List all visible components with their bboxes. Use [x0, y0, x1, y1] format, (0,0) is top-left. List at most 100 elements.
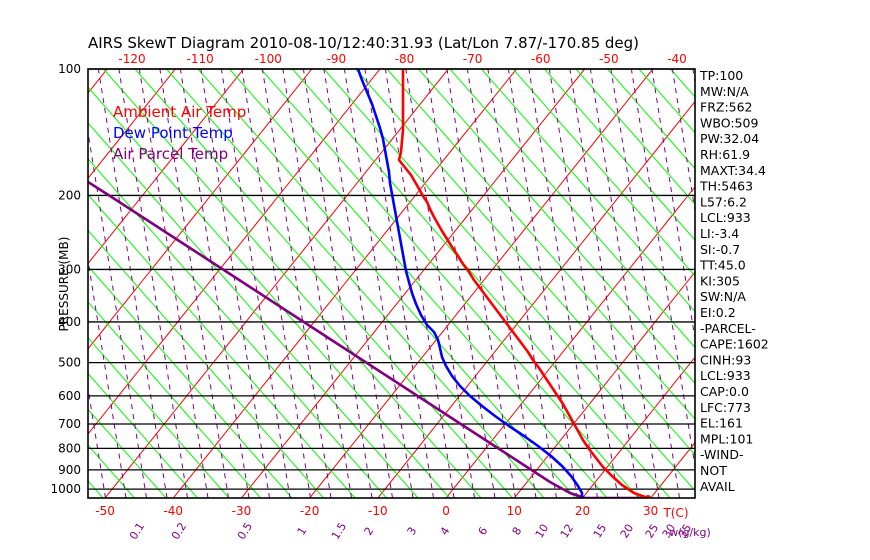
pressure-tick-400: 400 — [58, 315, 81, 329]
mixing-ratio-line — [446, 69, 516, 498]
pressure-tick-800: 800 — [58, 441, 81, 455]
panel-item-23: MPL:101 — [700, 431, 753, 446]
mixing-ratio-line — [302, 69, 373, 498]
mixing-ratio-tick-12: 12 — [558, 522, 576, 541]
bottom-temp-tick-0: 0 — [442, 504, 450, 518]
panel-item-1: MW:N/A — [700, 84, 749, 99]
top-temp-tick--110: -110 — [187, 52, 214, 66]
mixing-ratio-line — [88, 385, 106, 498]
mixing-ratio-line — [507, 69, 578, 498]
bottom-temperature-labels: -50 -40 -30 -20 -10 0 10 20 30 — [95, 504, 658, 518]
panel-item-3: WBO:509 — [700, 115, 758, 130]
mixing-ratio-tick-20: 20 — [618, 522, 636, 541]
panel-item-7: TH:5463 — [699, 179, 753, 194]
mixing-ratio-lines — [88, 69, 695, 498]
legend-ambient-air-temp: Ambient Air Temp — [113, 103, 246, 121]
pressure-tick-900: 900 — [58, 463, 81, 477]
panel-item-11: SI:-0.7 — [700, 242, 740, 257]
dry-adiabat — [88, 69, 313, 350]
moist-adiabat — [88, 158, 387, 498]
dry-adiabat — [88, 69, 244, 265]
top-temp-tick--100: -100 — [255, 52, 282, 66]
mixing-ratio-tick-35: 35 — [676, 522, 694, 541]
mixing-ratio-line — [241, 69, 311, 498]
panel-item-5: RH:61.9 — [700, 147, 750, 162]
mixing-ratio-line — [282, 69, 352, 498]
moist-adiabat — [103, 69, 482, 498]
bottom-temp-tick--10: -10 — [368, 504, 388, 518]
pressure-tick-700: 700 — [58, 417, 81, 431]
dry-adiabat — [88, 69, 381, 435]
plot-frame — [87, 68, 696, 499]
legend-air-parcel-temp: Air Parcel Temp — [113, 145, 228, 163]
mixing-ratio-line — [569, 69, 639, 498]
mixing-ratio-line — [548, 69, 619, 498]
mixing-ratio-line — [528, 69, 598, 498]
chart-title: AIRS SkewT Diagram 2010-08-10/12:40:31.9… — [88, 34, 639, 52]
panel-item-25: NOT — [700, 463, 727, 478]
moist-adiabat — [88, 301, 261, 498]
x-axis-title-mixing-ratio: w(g/kg) — [669, 526, 711, 539]
mixing-ratio-line — [220, 69, 291, 498]
panel-item-13: KI:305 — [700, 273, 740, 288]
moist-adiabat — [323, 69, 695, 492]
dew-point-temp-curve — [356, 69, 584, 498]
moist-adiabat — [292, 69, 671, 498]
pressure-tick-600: 600 — [58, 389, 81, 403]
moist-adiabat — [449, 69, 695, 349]
panel-item-8: L57:6.2 — [700, 194, 747, 209]
moist-adiabat — [88, 265, 293, 498]
bottom-temp-tick--40: -40 — [163, 504, 183, 518]
bottom-temp-tick-10: 10 — [507, 504, 522, 518]
background-lines — [88, 69, 695, 498]
dry-adiabat — [104, 69, 449, 498]
dry-adiabat — [309, 69, 654, 498]
moist-adiabat — [386, 69, 695, 420]
mixing-ratio-tick-10: 10 — [533, 522, 551, 541]
pressure-tick-300: 300 — [58, 262, 81, 276]
moist-adiabat — [260, 69, 639, 498]
mixing-ratio-line — [179, 69, 250, 498]
bottom-temp-tick--50: -50 — [95, 504, 115, 518]
pressure-tick-500: 500 — [58, 356, 81, 370]
mixing-ratio-line — [88, 257, 127, 498]
mixing-ratio-line — [118, 69, 188, 498]
mixing-ratio-line — [88, 129, 147, 498]
moist-adiabat — [88, 193, 356, 498]
x-axis-title-temperature: T(C) — [662, 506, 688, 520]
panel-item-19: LCL:933 — [700, 368, 751, 383]
panel-item-21: LFC:773 — [700, 400, 751, 415]
top-temp-tick--80: -80 — [395, 52, 415, 66]
mixing-ratio-line — [405, 69, 475, 498]
moist-adiabat — [197, 69, 576, 498]
top-temperature-labels: -120 -110 -100 -90 -80 -70 -60 -50 -40 — [118, 52, 686, 66]
bottom-temp-tick--30: -30 — [232, 504, 252, 518]
mixing-ratio-line — [200, 69, 270, 498]
moist-adiabat — [88, 372, 198, 498]
pressure-tick-1000: 1000 — [50, 482, 81, 496]
panel-item-4: PW:32.04 — [700, 131, 759, 146]
mixing-ratio-line — [343, 69, 414, 498]
panel-item-20: CAP:0.0 — [700, 384, 749, 399]
dry-adiabat — [513, 271, 695, 498]
legend-dew-point-temp: Dew Point Temp — [113, 124, 233, 142]
data-curves — [88, 69, 651, 498]
dry-adiabat — [582, 356, 695, 498]
mixing-ratio-line — [466, 69, 537, 498]
y-axis-title: PRESSURE (MB) — [57, 237, 71, 332]
panel-item-14: SW:N/A — [700, 289, 746, 304]
panel-item-16: -PARCEL- — [700, 321, 756, 336]
mixing-ratio-line — [159, 69, 229, 498]
panel-item-26: AVAIL — [700, 479, 735, 494]
mixing-ratio-line — [384, 69, 455, 498]
bottom-temp-tick--20: -20 — [300, 504, 320, 518]
top-temp-tick--70: -70 — [463, 52, 483, 66]
mixing-ratio-tick-25: 25 — [643, 522, 661, 541]
mixing-ratio-line — [261, 69, 332, 498]
mixing-ratio-line — [138, 69, 209, 498]
panel-item-22: EL:161 — [700, 416, 743, 431]
panel-item-6: MAXT:34.4 — [700, 163, 766, 178]
bottom-temp-tick-30: 30 — [643, 504, 658, 518]
